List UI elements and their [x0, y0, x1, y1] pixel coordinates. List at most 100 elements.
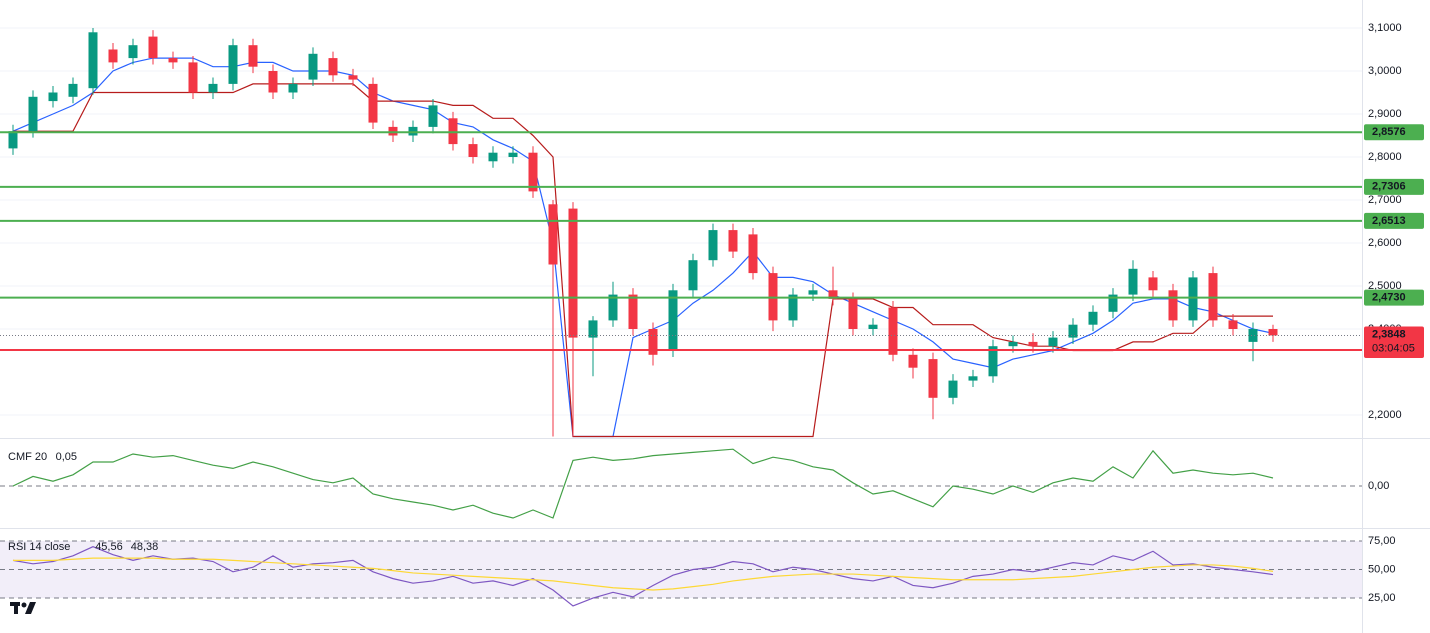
candle-body	[808, 290, 818, 295]
countdown-label: 03:04:05	[1372, 342, 1415, 354]
level-label: 2,8576	[1372, 126, 1406, 138]
level-label: 2,6513	[1372, 215, 1406, 227]
candle-body	[528, 152, 538, 192]
level-label: 2,7306	[1372, 181, 1406, 193]
panel	[0, 540, 1362, 607]
candle-body	[168, 58, 178, 63]
candle-body	[568, 208, 578, 338]
y-tick-label: 3,1000	[1368, 22, 1402, 34]
indicator-line	[12, 57, 1274, 438]
level-label-box	[1364, 178, 1424, 195]
candle-body	[1028, 341, 1038, 347]
candle-body	[1068, 324, 1078, 338]
y-tick-label: 2,2000	[1368, 409, 1402, 421]
logo	[10, 602, 36, 614]
indicator-line	[13, 557, 1274, 591]
candle-body	[1108, 294, 1118, 312]
candle-body	[828, 290, 838, 299]
indicator-title: RSI 14 close	[8, 541, 70, 553]
indicator-line	[13, 83, 1273, 438]
candle-body	[268, 70, 278, 93]
last-price-box	[1364, 326, 1424, 357]
candle-body	[1128, 268, 1138, 295]
last-price-label: 2,3848	[1372, 328, 1406, 340]
candle-body	[968, 376, 978, 381]
y-tick-label: 2,7000	[1368, 194, 1402, 206]
y-tick-label: 75,00	[1368, 535, 1396, 547]
y-tick-label: 3,0000	[1368, 65, 1402, 77]
candle-body	[728, 230, 738, 252]
candle-body	[648, 328, 658, 355]
candle-body	[68, 83, 78, 97]
y-tick-label: 0,00	[1368, 480, 1389, 492]
candle-body	[1168, 290, 1178, 321]
candle-body	[488, 152, 498, 162]
candle-body	[788, 294, 798, 321]
candle-body	[248, 45, 258, 67]
candle-body	[1188, 277, 1198, 321]
candle-body	[948, 380, 958, 398]
candle-body	[188, 62, 198, 93]
candle-body	[308, 53, 318, 80]
candle-body	[928, 359, 938, 398]
candle-body	[288, 83, 298, 93]
candle-body	[408, 126, 418, 136]
y-tick-label: 2,9000	[1368, 108, 1402, 120]
panel	[0, 448, 1362, 519]
candle-body	[468, 144, 478, 157]
level-label-box	[1364, 289, 1424, 306]
candle-body	[128, 45, 138, 59]
y-tick-label: 2,6000	[1368, 237, 1402, 249]
indicator-title: CMF 20	[8, 451, 47, 463]
candle-body	[588, 320, 598, 338]
candle-body	[748, 234, 758, 274]
indicator-value: 45,56	[95, 541, 123, 553]
candle-body	[428, 105, 438, 127]
candle-body	[908, 354, 918, 368]
rsi-band	[0, 541, 1362, 599]
candle-body	[8, 131, 18, 149]
candle-body	[448, 118, 458, 145]
candle-body	[548, 204, 558, 265]
candle-body	[368, 83, 378, 123]
candle-body	[868, 324, 878, 329]
candle-body	[1048, 337, 1058, 347]
candle-body	[1008, 341, 1018, 347]
candle-body	[708, 230, 718, 261]
candle-body	[148, 36, 158, 59]
candle-body	[1148, 277, 1158, 291]
level-label: 2,4730	[1372, 292, 1406, 304]
candle-body	[1248, 328, 1258, 342]
candle-body	[348, 75, 358, 80]
candle-body	[988, 346, 998, 377]
panel	[0, 27, 1362, 438]
candle-body	[1228, 320, 1238, 329]
candle-body	[1088, 311, 1098, 325]
indicator-line	[12, 448, 1274, 519]
indicator-line	[12, 546, 1274, 607]
candle-body	[688, 260, 698, 291]
candle-body	[668, 290, 678, 351]
y-tick-label: 2,5000	[1368, 280, 1402, 292]
candle-body	[48, 92, 58, 102]
candle-body	[1268, 328, 1278, 336]
candle-body	[848, 298, 858, 329]
y-tick-label: 50,00	[1368, 563, 1396, 575]
candle-body	[328, 58, 338, 76]
candle-body	[228, 45, 238, 84]
y-tick-label: 25,00	[1368, 592, 1396, 604]
level-label-box	[1364, 212, 1424, 229]
indicator-value: 48,38	[131, 541, 159, 553]
candle-body	[388, 126, 398, 136]
candle-body	[108, 49, 118, 63]
level-label-box	[1364, 124, 1424, 141]
candle-body	[628, 294, 638, 329]
candle-body	[608, 294, 618, 321]
candle-body	[888, 307, 898, 355]
candle-body	[208, 83, 218, 93]
y-tick-label: 2,8000	[1368, 151, 1402, 163]
candle-body	[28, 96, 38, 132]
candle-body	[88, 32, 98, 89]
indicator-value: 0,05	[56, 451, 77, 463]
